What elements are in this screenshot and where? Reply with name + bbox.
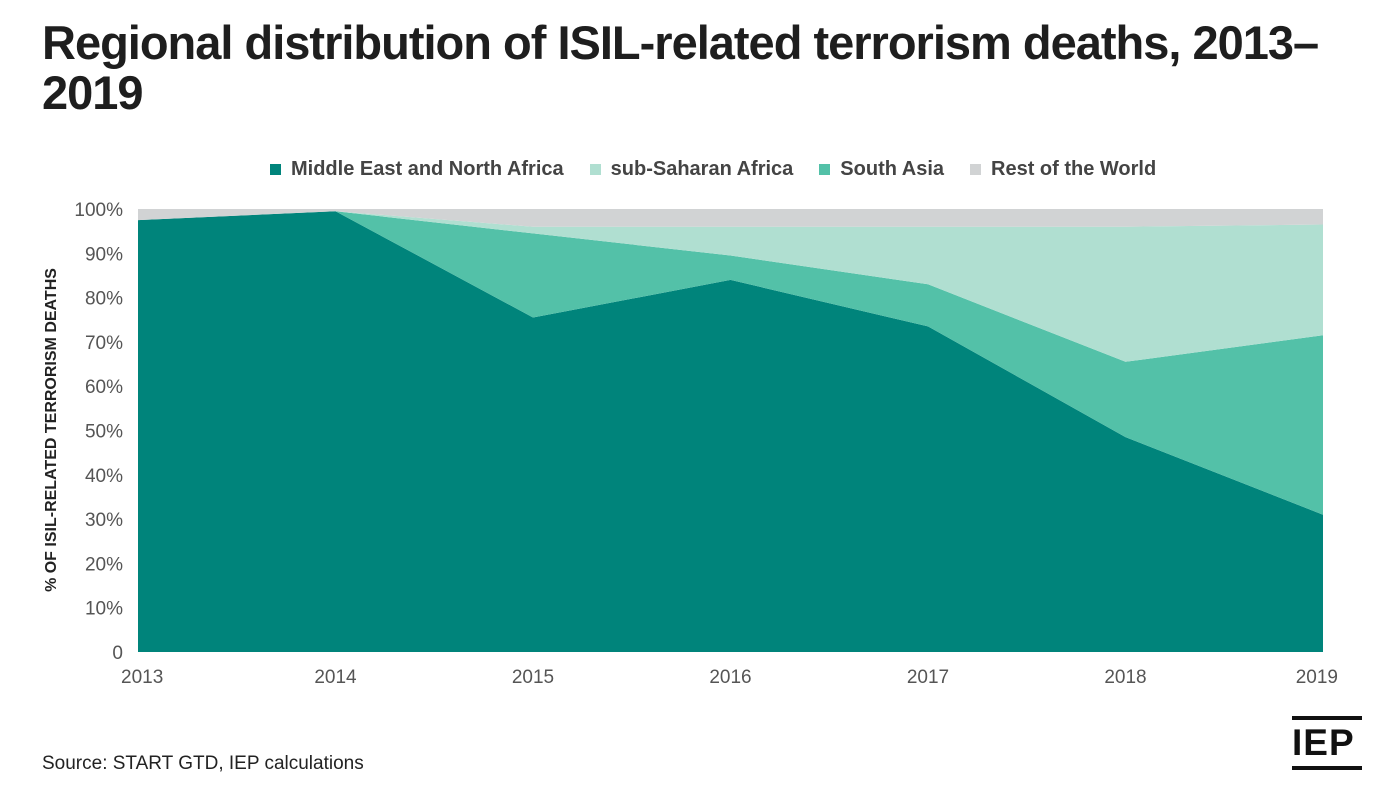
y-tick-label: 50% — [85, 422, 123, 443]
legend-swatch — [819, 164, 831, 175]
iep-logo: IEP — [1292, 716, 1364, 770]
y-tick-label: 60% — [85, 377, 123, 398]
x-tick-label: 2015 — [512, 667, 554, 688]
y-tick-label: 10% — [85, 599, 123, 620]
legend-item-rest-of-the-world: Rest of the World — [970, 158, 1156, 181]
y-tick-label: 80% — [85, 289, 123, 310]
legend-label: Middle East and North Africa — [291, 158, 564, 180]
y-axis-title: % OF ISIL-RELATED TERRORISM DEATHS — [43, 268, 60, 592]
area-rest-of-the-world — [138, 209, 1323, 227]
source-note: Source: START GTD, IEP calculations — [42, 753, 364, 774]
y-tick-label: 20% — [85, 554, 123, 575]
x-tick-label: 2019 — [1296, 667, 1338, 688]
y-tick-label: 40% — [85, 466, 123, 487]
x-tick-label: 2013 — [121, 667, 163, 688]
legend-item-middle-east-and-north-africa: Middle East and North Africa — [270, 158, 564, 181]
legend-swatch — [270, 164, 281, 175]
legend-item-sub-saharan-africa: sub-Saharan Africa — [589, 158, 794, 181]
area-sub-saharan-africa — [138, 211, 1323, 362]
chart-title: Regional distribution of ISIL-related te… — [42, 16, 1319, 119]
area-middle-east-and-north-africa — [138, 211, 1323, 652]
logo-bottom-bar — [1292, 766, 1362, 770]
y-tick-label: 30% — [85, 510, 123, 531]
area-south-asia — [138, 211, 1323, 515]
y-tick-label: 100% — [74, 200, 123, 221]
y-tick-label: 70% — [85, 333, 123, 354]
legend-label: Rest of the World — [991, 158, 1157, 180]
x-tick-label: 2017 — [907, 667, 949, 688]
legend-label: sub-Saharan Africa — [610, 158, 794, 180]
y-tick-label: 90% — [85, 244, 123, 265]
legend: Middle East and North Africa sub-Saharan … — [270, 158, 1182, 181]
x-tick-label: 2016 — [709, 667, 751, 688]
legend-swatch — [970, 164, 982, 175]
legend-item-south-asia: South Asia — [819, 158, 944, 181]
x-tick-label: 2018 — [1104, 667, 1146, 688]
legend-swatch — [589, 164, 601, 175]
legend-label: South Asia — [840, 158, 945, 180]
x-tick-label: 2014 — [314, 667, 357, 688]
logo-text: IEP — [1292, 722, 1355, 763]
logo-top-bar — [1292, 716, 1362, 720]
y-tick-label: 0 — [112, 643, 123, 664]
